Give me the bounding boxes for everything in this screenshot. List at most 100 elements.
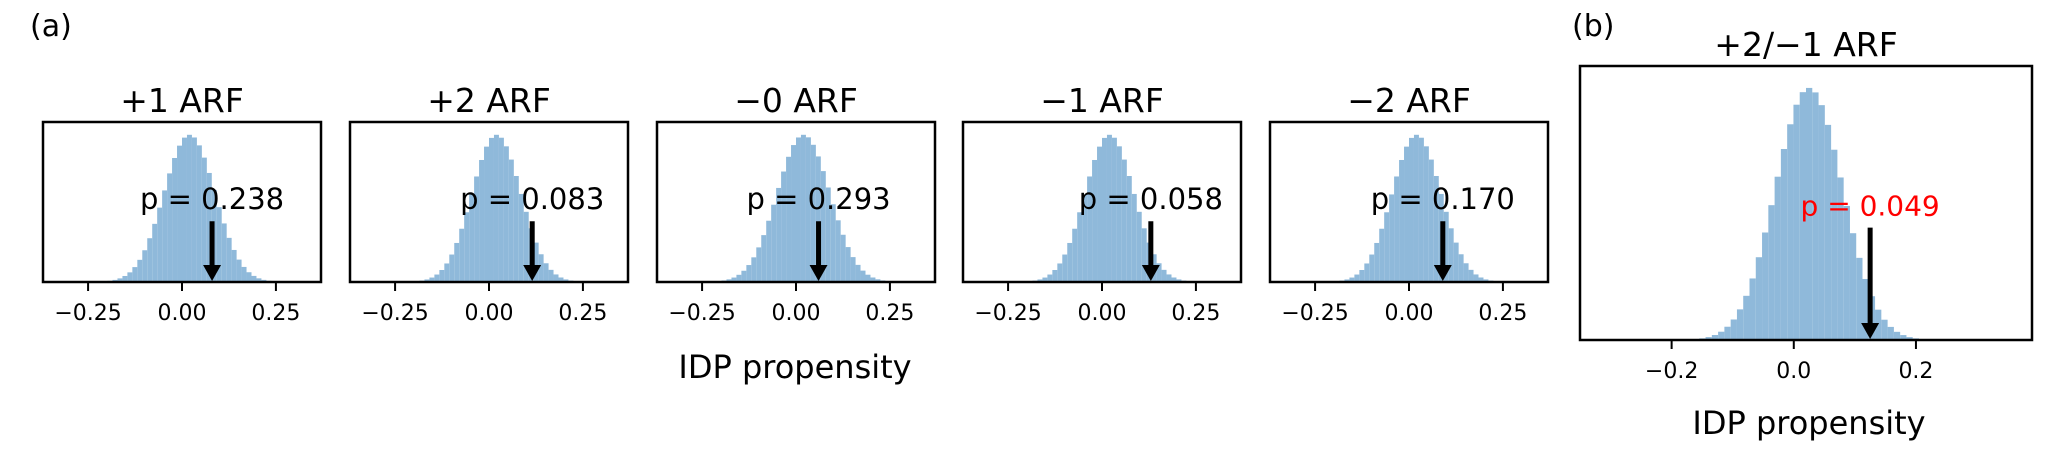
observed-arrow-head <box>809 265 828 281</box>
histogram-bar <box>201 157 207 282</box>
histogram-bar <box>1483 279 1489 282</box>
histogram-bar <box>231 249 237 282</box>
histogram-bar <box>835 220 841 282</box>
histogram-bar <box>434 274 440 282</box>
histogram-bar <box>840 234 846 282</box>
histogram-bar <box>1176 279 1182 282</box>
histogram-bar <box>1448 228 1454 282</box>
histogram-bar <box>147 238 153 282</box>
histogram-bar <box>1037 279 1043 282</box>
histogram-bar <box>127 272 133 282</box>
histogram-bar <box>845 247 851 282</box>
histogram-bar <box>1824 124 1832 340</box>
histogram-bar <box>1399 159 1405 282</box>
histogram-bar <box>1042 277 1048 282</box>
observed-arrow-head <box>523 265 542 281</box>
histogram-bar <box>1762 232 1769 340</box>
histogram-bar <box>726 279 732 282</box>
histogram-bar <box>1161 269 1167 282</box>
histogram-bar <box>1818 105 1825 340</box>
histogram-bar <box>1116 146 1122 282</box>
histogram-bar <box>1473 274 1479 282</box>
histogram-bar <box>1718 331 1725 340</box>
histogram-bar <box>1730 319 1737 340</box>
histogram-bar <box>1047 274 1053 282</box>
x-tick-label: 0.2 <box>1898 359 1933 384</box>
chart-1: +1 ARF −0.25 0.00 0.25 p = 0.238 <box>41 81 323 326</box>
histogram-bar <box>1111 137 1117 282</box>
p-value-label: p = 0.238 <box>140 182 284 216</box>
histogram-bar <box>167 173 173 282</box>
histogram-bar <box>810 144 816 282</box>
histogram-bar <box>182 137 187 282</box>
histogram-bar <box>865 274 871 282</box>
histogram-bar <box>766 220 772 282</box>
histogram-bar <box>805 137 811 282</box>
x-tick-label: 0.00 <box>1078 301 1127 326</box>
histogram-bar <box>751 257 757 282</box>
histogram-bar <box>1806 87 1813 340</box>
observed-arrow-head <box>1433 265 1452 281</box>
histogram-bar <box>429 277 435 282</box>
histogram-bar <box>1749 278 1756 340</box>
histogram-bar <box>162 190 168 282</box>
chart-2: +2 ARF −0.25 0.00 0.25 p = 0.083 <box>348 81 630 326</box>
histogram-bar <box>533 242 539 282</box>
x-tick-label: −0.25 <box>1281 301 1348 326</box>
histogram-bar <box>1379 228 1385 282</box>
histogram-bar <box>1705 337 1712 340</box>
histogram-bar <box>1077 212 1083 282</box>
x-tick-label: 0.25 <box>1478 301 1527 326</box>
histogram-bar <box>191 137 197 282</box>
histogram-bar <box>1468 269 1474 282</box>
histogram-bar <box>444 263 450 282</box>
histogram-bar <box>771 204 777 282</box>
histogram-bar <box>503 146 509 282</box>
p-value-label: p = 0.083 <box>460 182 604 216</box>
observed-arrow-head <box>1861 323 1880 339</box>
histogram-bar <box>1862 278 1869 340</box>
histogram-bar <box>741 270 747 282</box>
histogram-bar <box>746 265 752 282</box>
histogram-bar <box>493 134 499 282</box>
histogram-bar <box>1121 159 1127 282</box>
histogram-bar <box>1349 277 1355 282</box>
chart-4: −1 ARF −0.25 0.00 0.25 p = 0.058 <box>961 81 1243 326</box>
histogram-bar <box>1082 194 1088 282</box>
histogram-bar <box>850 257 856 282</box>
histogram-bar <box>1413 134 1419 282</box>
histogram-bar <box>1067 242 1073 282</box>
histogram-bar <box>196 145 202 282</box>
histogram-bar <box>122 275 128 282</box>
histogram-bar <box>1856 257 1863 340</box>
histogram-bar <box>498 137 504 282</box>
histogram-bar <box>1126 176 1132 282</box>
histogram-bar <box>548 269 554 282</box>
observed-arrow-head <box>1141 265 1160 281</box>
x-axis-label-b: IDP propensity <box>1692 404 1925 442</box>
histogram-bar <box>1887 326 1894 340</box>
histogram-bar <box>1433 176 1439 282</box>
histogram-bar <box>1389 194 1395 282</box>
histogram-bar <box>157 207 163 282</box>
p-value-label: p = 0.170 <box>1371 182 1515 216</box>
histogram-bar <box>1799 92 1806 341</box>
histogram-bar <box>221 223 227 282</box>
chart-6: +2/−1 ARF −0.2 0.0 0.2 p = 0.049 <box>1578 25 2034 384</box>
x-tick-label: −0.25 <box>54 301 121 326</box>
histogram-bar <box>1087 176 1093 282</box>
histogram-bar <box>1849 233 1857 340</box>
histogram-bar <box>1418 137 1424 282</box>
histogram-bar <box>1394 176 1400 282</box>
histogram-bar <box>1724 326 1731 340</box>
histogram-bar <box>791 145 796 282</box>
chart-title: +2 ARF <box>427 81 551 120</box>
histogram-bar <box>1384 212 1390 282</box>
histogram-bar <box>449 254 455 282</box>
x-axis-label-a: IDP propensity <box>678 348 911 386</box>
histogram-bar <box>800 134 806 282</box>
histogram-bar <box>1369 254 1375 282</box>
histogram-bar <box>513 176 519 282</box>
x-tick-label: 0.25 <box>865 301 914 326</box>
